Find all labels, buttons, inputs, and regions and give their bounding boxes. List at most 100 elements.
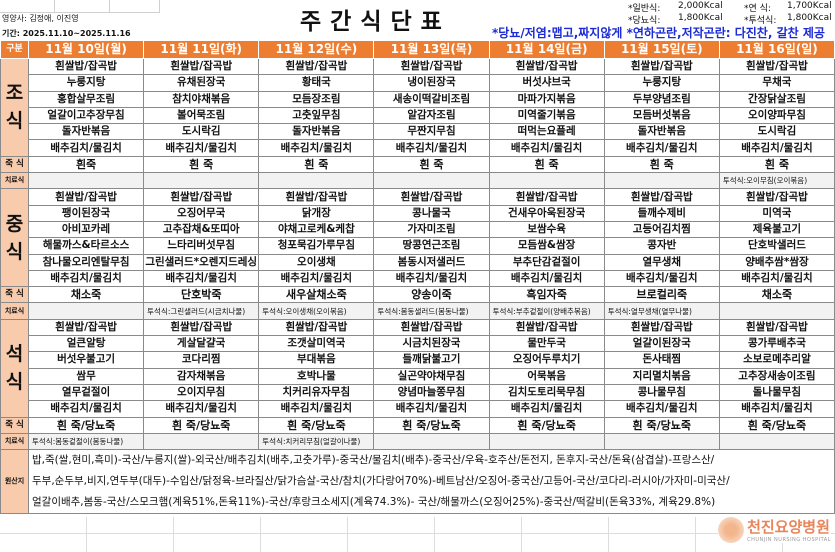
lunch-item: 단호박샐러드: [718, 237, 835, 255]
therapy-row: 치료식 투석식:그린샐러드(시금치나물) 투석식:오이생채(오이볶음) 투석식:봄동샐…: [0, 302, 835, 320]
breakfast-item: 모듬장조림: [258, 90, 375, 108]
lunch-porridge: 흑임자죽: [488, 286, 605, 304]
lunch-item: 가자미조림: [373, 220, 490, 239]
lunch-item: 배추김치/물김치: [603, 269, 720, 288]
lunch-item: 부추단감겉절이: [488, 253, 605, 271]
lunch-item: 열무생채: [603, 253, 720, 271]
therapy-label: 치료식: [0, 172, 29, 190]
grid-cell: [110, 0, 160, 13]
breakfast-item: 볼어묵조림: [143, 106, 260, 125]
breakfast-item: 무채국: [718, 74, 835, 92]
dinner-item: 콩가루배추국: [718, 335, 835, 353]
porridge-label: 죽 식: [0, 286, 29, 304]
breakfast-item: 버섯샤브국: [488, 74, 605, 92]
breakfast-item: 배추김치/물김치: [488, 139, 605, 157]
breakfast-item: 도시락김: [143, 123, 260, 141]
dinner-item: 치커리유자무침: [258, 383, 375, 402]
breakfast-item: 누룽지탕: [27, 74, 145, 92]
dinner-label: 석식: [0, 318, 29, 418]
dinner-item: 감자채볶음: [143, 367, 260, 385]
kcal-label: *당뇨식:: [628, 16, 661, 26]
dinner-item: 배추김치/물김치: [27, 400, 145, 418]
dinner-item: 배추김치/물김치: [603, 400, 720, 418]
origin-label: 원산지: [0, 449, 29, 515]
lunch-item: 미역국: [718, 204, 835, 222]
therapy-row: 치료식 투석식:봄동겉절이(봄동나물) 투석식:치커리무침(얼갈이나물): [0, 432, 835, 451]
dinner-item: 배추김치/물김치: [373, 400, 490, 418]
lunch-item: 고등어김치찜: [603, 220, 720, 239]
breakfast-porridge: 흰 죽: [143, 155, 260, 174]
dinner-item: 코다리찜: [143, 351, 260, 369]
menu-row: 얼갈이고추장무침 볼어묵조림 고춧잎무침 알감자조림 미역줄기볶음 모듬버섯볶음 오이양파무…: [1, 106, 835, 125]
dinner-item: 배추김치/물김치: [488, 400, 605, 418]
lunch-item: 콩나물국: [373, 204, 490, 222]
menu-row: 참나물오리엔탈무침 그린샐러드*오렌지드레싱 오이생채 봄동시저샐러드 부추단감겉절이 열…: [1, 253, 835, 271]
menu-row: 배추김치/물김치 배추김치/물김치 배추김치/물김치 배추김치/물김치 배추김치/물김치…: [1, 400, 835, 418]
dinner-item: 실곤약야채무침: [373, 367, 490, 385]
breakfast-item: 황태국: [258, 74, 375, 92]
dinner-porridge: 흰 죽/당뇨죽: [143, 416, 260, 434]
lunch-item: 흰쌀밥/잡곡밥: [373, 188, 490, 206]
dinner-item: 오이지무침: [143, 383, 260, 402]
lunch-item: 고추잡채&또띠아: [143, 220, 260, 239]
breakfast-item: 배추김치/물김치: [373, 139, 490, 157]
dinner-item: 고추장새송이조림: [718, 367, 835, 385]
dinner-item: 들깨닭불고기: [373, 351, 490, 369]
lunch-item: 배추김치/물김치: [488, 269, 605, 288]
dinner-item: 지리멸치볶음: [603, 367, 720, 385]
kcal-value: 2,000Kcal: [678, 1, 723, 11]
lunch-item: 해물까스&타르소스: [27, 237, 145, 255]
menu-row: 팽이된장국 오징어무국 닭개장 콩나물국 건새우아욱된장국 들깨수제비 미역국: [1, 204, 835, 222]
breakfast-label: 조식: [0, 58, 29, 157]
lunch-item: 배추김치/물김치: [373, 269, 490, 288]
dinner-item: 흰쌀밥/잡곡밥: [27, 318, 145, 337]
dinner-item: 시금치된장국: [373, 335, 490, 353]
breakfast-therapy: [373, 172, 490, 190]
lunch-item: 팽이된장국: [27, 204, 145, 222]
dinner-item: 호박나물: [258, 367, 375, 385]
breakfast-item: 간장닭살조림: [718, 90, 835, 108]
lunch-porridge: 양송이죽: [373, 286, 490, 304]
dinner-item: 쌈무: [27, 367, 145, 385]
dinner-item: 얼큰알탕: [27, 335, 145, 353]
breakfast-item: 누룽지탕: [603, 74, 720, 92]
lunch-item: 흰쌀밥/잡곡밥: [258, 188, 375, 206]
dinner-item: 소보로메추리알: [718, 351, 835, 369]
dinner-item: 조갯살미역국: [258, 335, 375, 353]
lunch-therapy: [27, 302, 145, 320]
dinner-porridge: 흰 죽/당뇨죽: [718, 416, 835, 434]
menu-row: 배추김치/물김치 배추김치/물김치 배추김치/물김치 배추김치/물김치 배추김치/물김치…: [1, 269, 835, 288]
menu-row: 조식 흰쌀밥/잡곡밥 흰쌀밥/잡곡밥 흰쌀밥/잡곡밥 흰쌀밥/잡곡밥 흰쌀밥/잡곡밥 흰쌀밥…: [0, 57, 835, 157]
lunch-porridge: 새우살채소죽: [258, 286, 375, 304]
lunch-porridge: 브로컬리죽: [603, 286, 720, 304]
dinner-item: 어묵볶음: [488, 367, 605, 385]
breakfast-item: 흰쌀밥/잡곡밥: [143, 57, 260, 76]
breakfast-item: 떠먹는요플레: [488, 123, 605, 141]
lunch-item: 보쌈수육: [488, 220, 605, 239]
breakfast-item: 배추김치/물김치: [258, 139, 375, 157]
lunch-label: 중식: [0, 188, 29, 288]
breakfast-therapy: 투석식:오이무침(오이볶음): [718, 172, 835, 190]
lunch-item: 배추김치/물김치: [258, 269, 375, 288]
dinner-item: 흰쌀밥/잡곡밥: [603, 318, 720, 337]
dinner-therapy: [143, 432, 260, 451]
breakfast-porridge: 흰 죽: [718, 155, 835, 174]
kcal-value: 1,800Kcal: [678, 13, 723, 23]
breakfast-item: 도시락김: [718, 123, 835, 141]
period: 기간: 2025.11.10~2025.11.16: [2, 29, 131, 38]
day-header-row: 구분 11월 10일(월) 11월 11일(화) 11월 12일(수) 11월 13일(…: [0, 40, 835, 59]
breakfast-therapy: [603, 172, 720, 190]
dinner-item: 김치도토리묵무침: [488, 383, 605, 402]
dinner-item: 양념마늘쫑무침: [373, 383, 490, 402]
menu-row: 버섯우불고기 코다리찜 부대볶음 들깨닭불고기 오징어두루치기 돈사태찜 소보로메추리알: [1, 351, 835, 369]
breakfast-therapy: [27, 172, 145, 190]
dinner-item: 흰쌀밥/잡곡밥: [373, 318, 490, 337]
page-title: 주간식단표: [300, 9, 451, 35]
header: 영양사: 김정애, 이진영 기간: 2025.11.10~2025.11.16 …: [0, 0, 835, 40]
menu-row: 열무겉절이 오이지무침 치커리유자무침 양념마늘쫑무침 김치도토리묵무침 콩나물무침 돌나물…: [1, 383, 835, 402]
lunch-item: 봄동시저샐러드: [373, 253, 490, 271]
hospital-logo: 천진요양병원 CHUNJIN NURSING HOSPITAL: [718, 516, 831, 543]
day-header: 11월 16일(일): [718, 40, 835, 59]
